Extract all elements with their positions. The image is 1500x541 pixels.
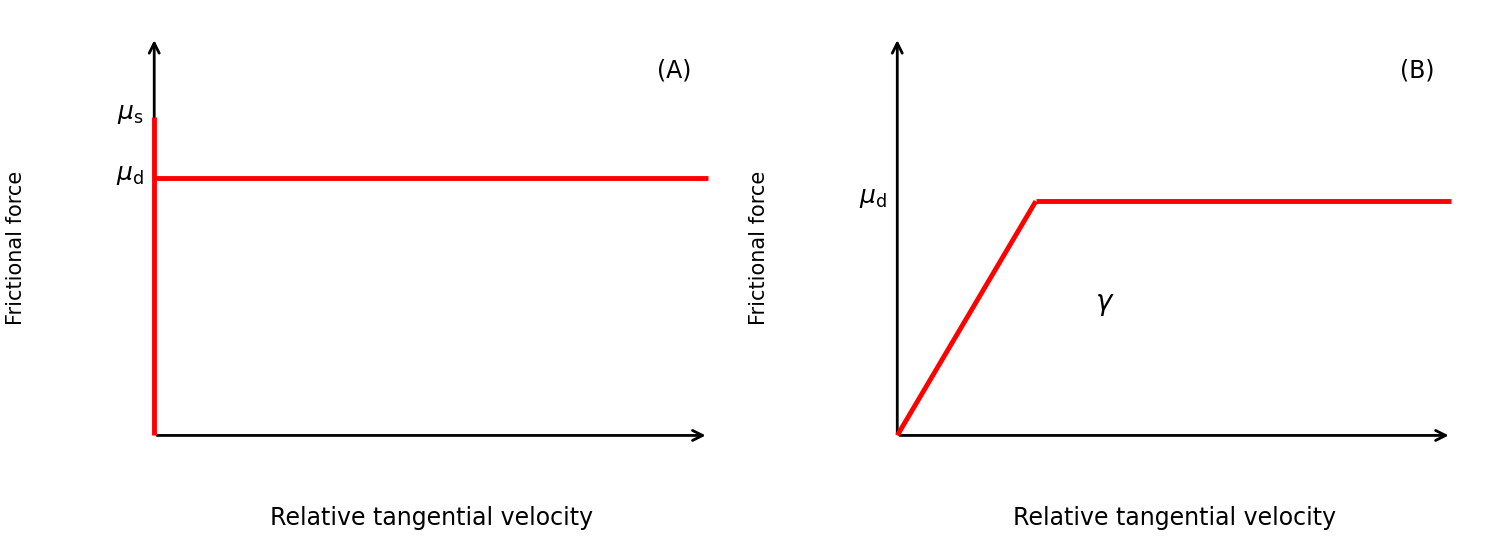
Text: Frictional force: Frictional force xyxy=(748,171,768,325)
Text: Relative tangential velocity: Relative tangential velocity xyxy=(1013,506,1336,530)
Text: $\gamma$: $\gamma$ xyxy=(1095,291,1114,318)
Text: Relative tangential velocity: Relative tangential velocity xyxy=(270,506,592,530)
Text: (B): (B) xyxy=(1400,58,1434,82)
Text: $\mu_\mathrm{d}$: $\mu_\mathrm{d}$ xyxy=(116,164,144,187)
Text: Frictional force: Frictional force xyxy=(6,171,26,325)
Text: $\mu_\mathrm{d}$: $\mu_\mathrm{d}$ xyxy=(859,187,886,210)
Text: (A): (A) xyxy=(657,58,692,82)
Text: $\mu_\mathrm{s}$: $\mu_\mathrm{s}$ xyxy=(117,103,144,126)
